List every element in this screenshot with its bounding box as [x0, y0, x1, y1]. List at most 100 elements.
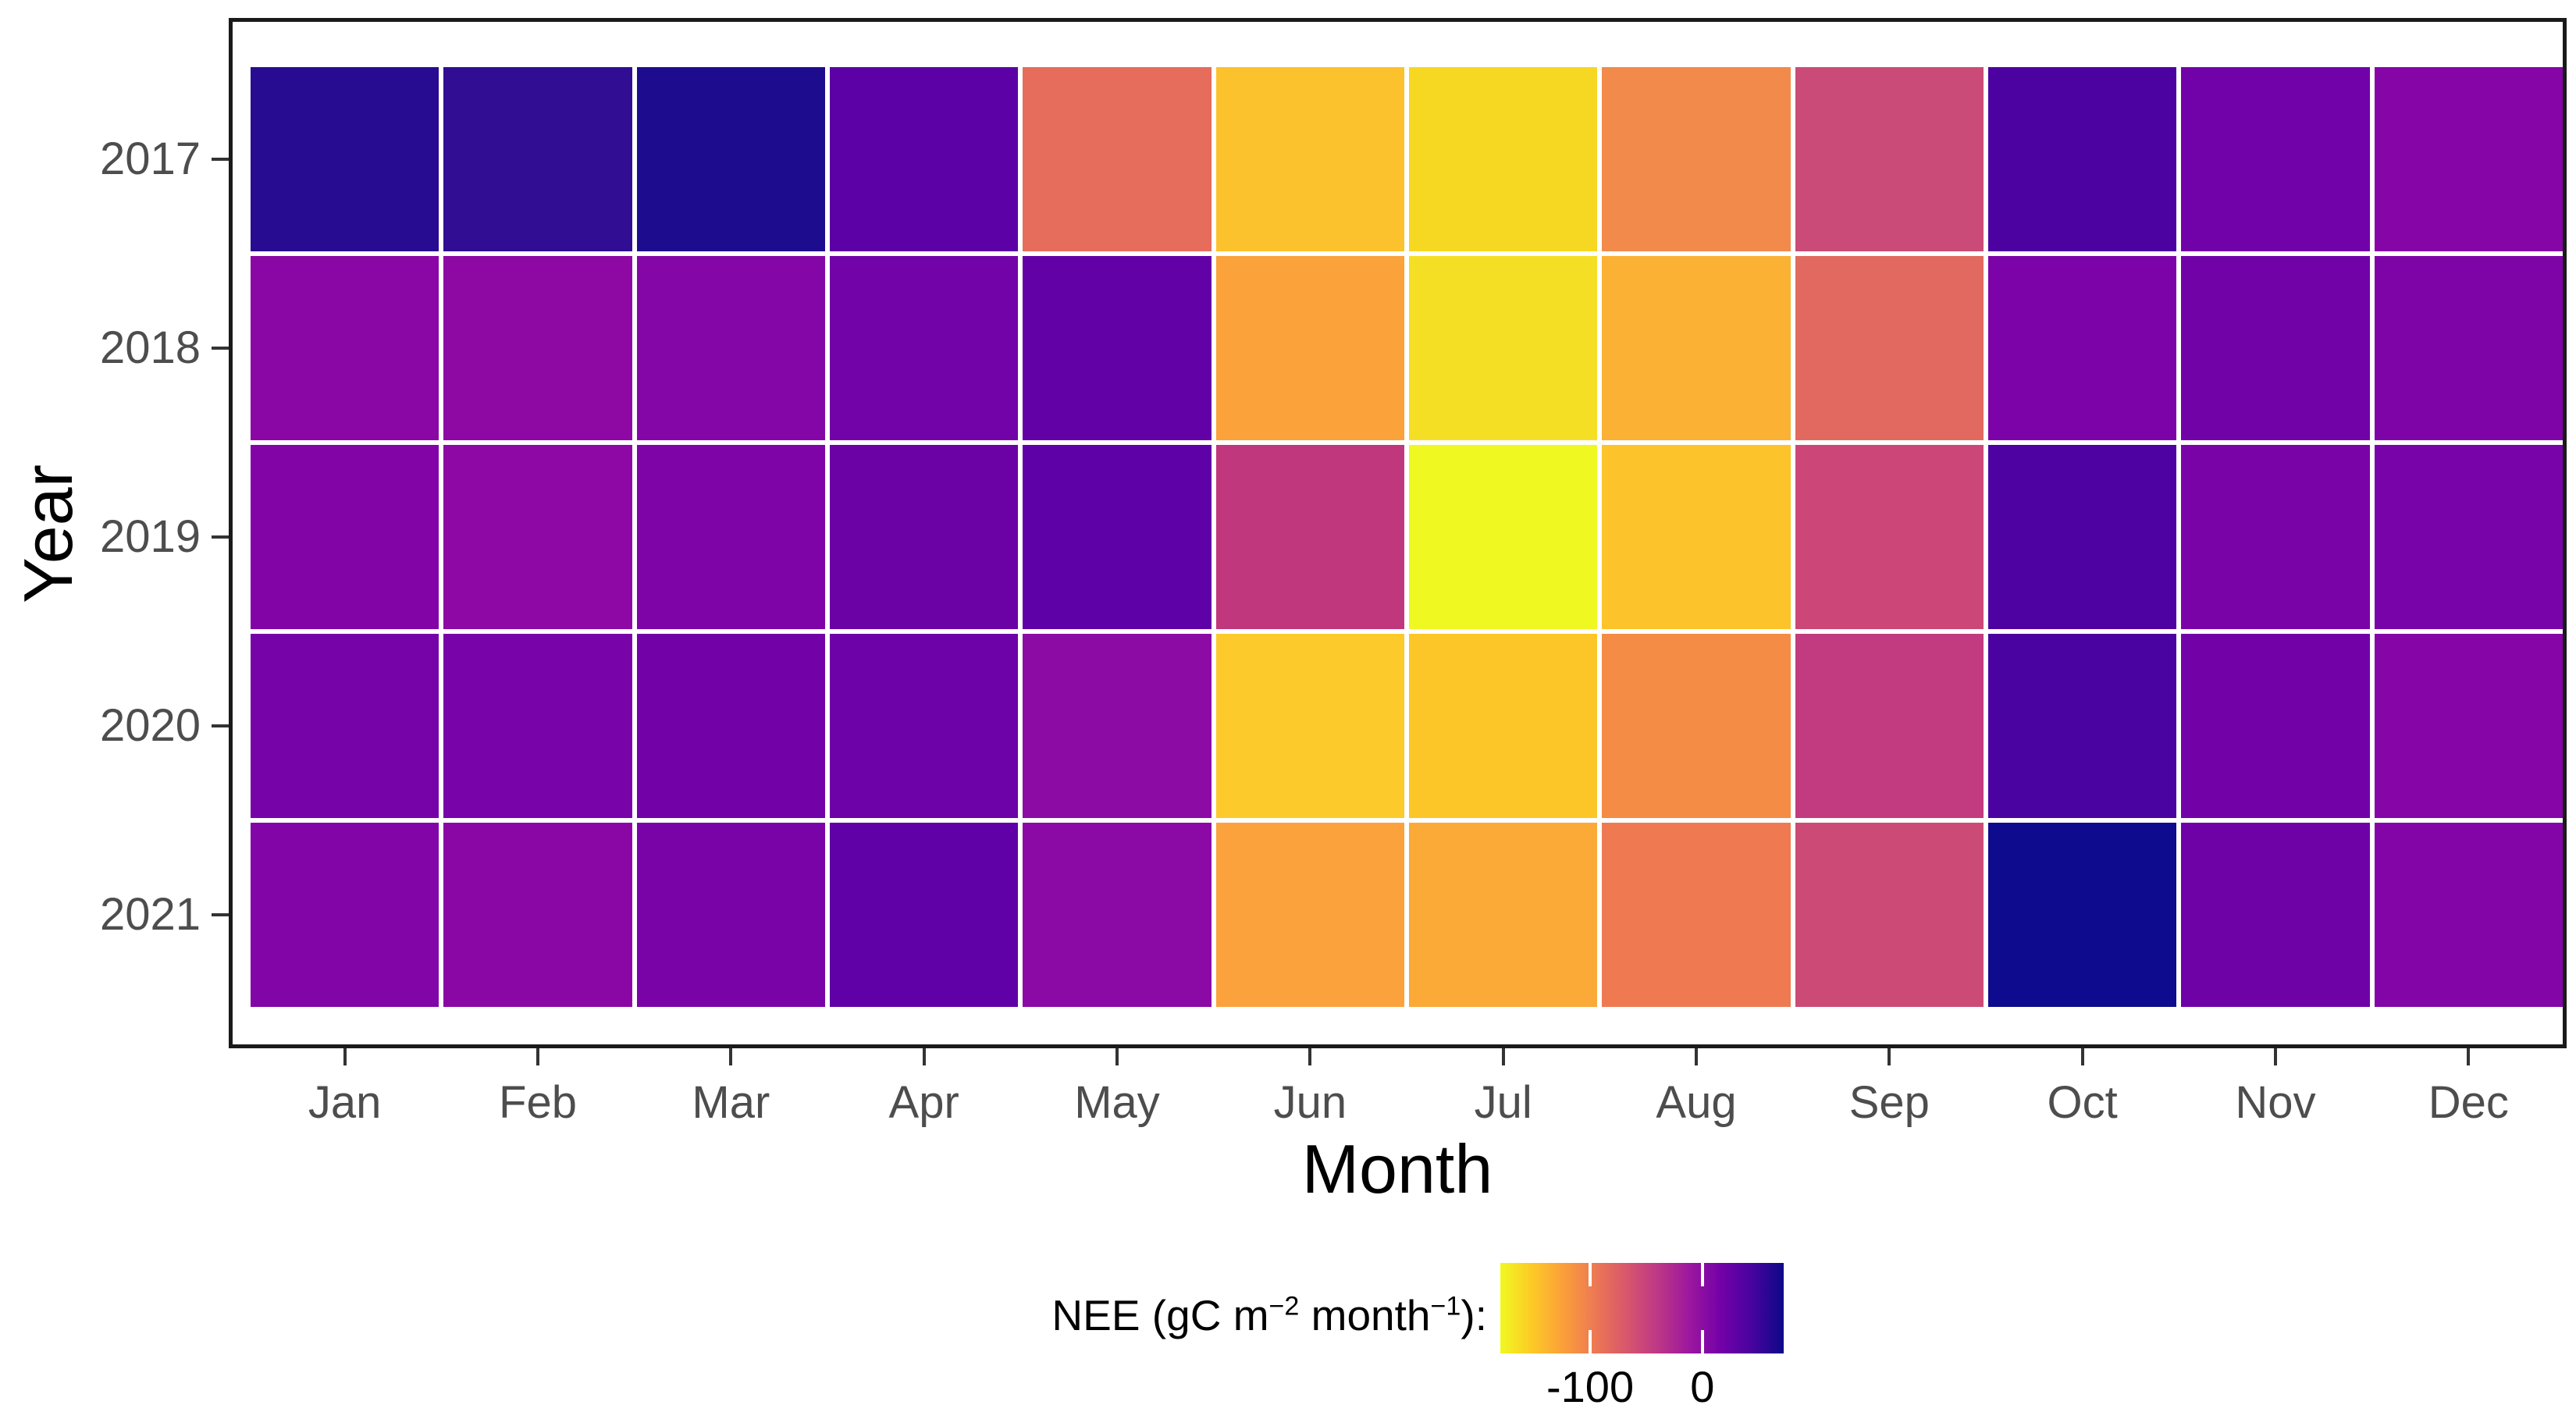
- heatmap-cell-2017-Jun: [1215, 67, 1404, 251]
- y-tick-label-2020: 2020: [99, 700, 201, 751]
- heatmap-cell-2020-Jul: [1408, 634, 1598, 818]
- heatmap-cell-2021-Oct: [1987, 823, 2177, 1007]
- x-tick-mark: [729, 1048, 733, 1065]
- heatmap-cell-2021-Apr: [829, 823, 1019, 1007]
- heatmap-cell-2020-Apr: [829, 634, 1019, 818]
- x-tick-label-Mar: Mar: [692, 1077, 770, 1128]
- heatmap-cell-2017-Mar: [636, 67, 825, 251]
- colorbar-tick-mark: [1589, 1330, 1592, 1353]
- heatmap-cell-2020-Jan: [251, 634, 439, 818]
- y-tick-label-2017: 2017: [99, 133, 201, 184]
- heatmap-cell-2020-Mar: [636, 634, 825, 818]
- colorbar-tick-mark: [1700, 1263, 1704, 1286]
- heatmap-cell-2017-Oct: [1987, 67, 2177, 251]
- heatmap-cell-2018-Jun: [1215, 256, 1404, 440]
- heatmap-cell-2020-Jun: [1215, 634, 1404, 818]
- colorbar-tick-label-0: 0: [1690, 1362, 1715, 1405]
- x-tick-mark: [2274, 1048, 2277, 1065]
- heatmap-cell-2021-Jan: [251, 823, 439, 1007]
- heatmap-cell-2021-Jun: [1215, 823, 1404, 1007]
- y-tick-label-2021: 2021: [99, 889, 201, 940]
- x-tick-label-May: May: [1074, 1077, 1160, 1128]
- colorbar-tick-mark: [1589, 1263, 1592, 1286]
- x-tick-label-Apr: Apr: [888, 1077, 959, 1128]
- heatmap-cell-2020-Nov: [2181, 634, 2370, 818]
- heatmap-cell-2021-Dec: [2374, 823, 2563, 1007]
- heatmap-cell-2017-Apr: [829, 67, 1019, 251]
- x-tick-mark: [1115, 1048, 1119, 1065]
- x-tick-label-Sep: Sep: [1848, 1077, 1930, 1128]
- heatmap-cell-2017-Feb: [443, 67, 632, 251]
- heatmap-cell-2018-Apr: [829, 256, 1019, 440]
- colorbar-tick-label--100: -100: [1546, 1362, 1635, 1405]
- heatmap-cell-2021-Jul: [1408, 823, 1598, 1007]
- x-tick-label-Feb: Feb: [499, 1077, 577, 1128]
- heatmap-cell-2017-Aug: [1602, 67, 1791, 251]
- heatmap-cell-2021-Mar: [636, 823, 825, 1007]
- heatmap-cell-2020-Oct: [1987, 634, 2177, 818]
- heatmap-cell-2019-Jul: [1408, 445, 1598, 629]
- y-tick-label-2018: 2018: [99, 322, 201, 373]
- heatmap-cell-2020-Dec: [2374, 634, 2563, 818]
- heatmap-cell-2021-Feb: [443, 823, 632, 1007]
- heatmap-cell-2021-Sep: [1795, 823, 1984, 1007]
- x-tick-label-Nov: Nov: [2235, 1077, 2316, 1128]
- colorbar-legend-title: NEE (gC m−2 month−1):: [859, 1289, 1487, 1341]
- colorbar-gradient: [1500, 1263, 1784, 1353]
- heatmap-cell-2018-Nov: [2181, 256, 2370, 440]
- legend-title-text: NEE (gC m: [1051, 1291, 1269, 1339]
- heatmap-cell-2019-Dec: [2374, 445, 2563, 629]
- legend-title-superscript: −1: [1430, 1291, 1461, 1321]
- heatmap-cell-2018-Oct: [1987, 256, 2177, 440]
- x-tick-label-Jun: Jun: [1273, 1077, 1347, 1128]
- heatmap-cell-2019-Jun: [1215, 445, 1404, 629]
- heatmap-tile-grid: [251, 67, 2563, 1007]
- heatmap-cell-2017-Jul: [1408, 67, 1598, 251]
- heatmap-cell-2019-Feb: [443, 445, 632, 629]
- x-tick-mark: [1888, 1048, 1891, 1065]
- legend-title-text: ):: [1461, 1291, 1487, 1339]
- heatmap-cell-2018-Feb: [443, 256, 632, 440]
- heatmap-cell-2021-Aug: [1602, 823, 1791, 1007]
- y-tick-mark: [212, 158, 229, 161]
- x-tick-mark: [343, 1048, 347, 1065]
- y-tick-mark: [212, 724, 229, 727]
- heatmap-cell-2018-Jan: [251, 256, 439, 440]
- x-tick-mark: [1695, 1048, 1698, 1065]
- heatmap-cell-2021-Nov: [2181, 823, 2370, 1007]
- heatmap-cell-2019-Aug: [1602, 445, 1791, 629]
- heatmap-cell-2019-May: [1023, 445, 1212, 629]
- x-tick-mark: [1308, 1048, 1312, 1065]
- heatmap-cell-2021-May: [1023, 823, 1212, 1007]
- heatmap-cell-2020-Feb: [443, 634, 632, 818]
- y-tick-mark: [212, 535, 229, 539]
- heatmap-cell-2020-Sep: [1795, 634, 1984, 818]
- heatmap-cell-2017-Jan: [251, 67, 439, 251]
- heatmap-cell-2018-Jul: [1408, 256, 1598, 440]
- x-tick-label-Jul: Jul: [1474, 1077, 1532, 1128]
- heatmap-cell-2020-Aug: [1602, 634, 1791, 818]
- x-tick-label-Jan: Jan: [308, 1077, 382, 1128]
- heatmap-cell-2020-May: [1023, 634, 1212, 818]
- x-tick-mark: [1501, 1048, 1505, 1065]
- y-tick-mark: [212, 913, 229, 916]
- x-tick-mark: [2080, 1048, 2084, 1065]
- heatmap-cell-2018-Aug: [1602, 256, 1791, 440]
- colorbar-tick-mark: [1700, 1330, 1704, 1353]
- x-axis-title: Month: [1301, 1130, 1493, 1208]
- heatmap-cell-2019-Apr: [829, 445, 1019, 629]
- heatmap-cell-2018-Dec: [2374, 256, 2563, 440]
- heatmap-cell-2019-Sep: [1795, 445, 1984, 629]
- x-tick-label-Aug: Aug: [1656, 1077, 1737, 1128]
- heatmap-cell-2018-May: [1023, 256, 1212, 440]
- heatmap-cell-2019-Nov: [2181, 445, 2370, 629]
- legend-title-text: month: [1299, 1291, 1431, 1339]
- x-tick-mark: [2467, 1048, 2471, 1065]
- heatmap-cell-2019-Mar: [636, 445, 825, 629]
- x-tick-mark: [922, 1048, 926, 1065]
- legend-title-superscript: −2: [1268, 1291, 1300, 1321]
- x-tick-label-Dec: Dec: [2428, 1077, 2509, 1128]
- heatmap-cell-2019-Jan: [251, 445, 439, 629]
- heatmap-cell-2018-Sep: [1795, 256, 1984, 440]
